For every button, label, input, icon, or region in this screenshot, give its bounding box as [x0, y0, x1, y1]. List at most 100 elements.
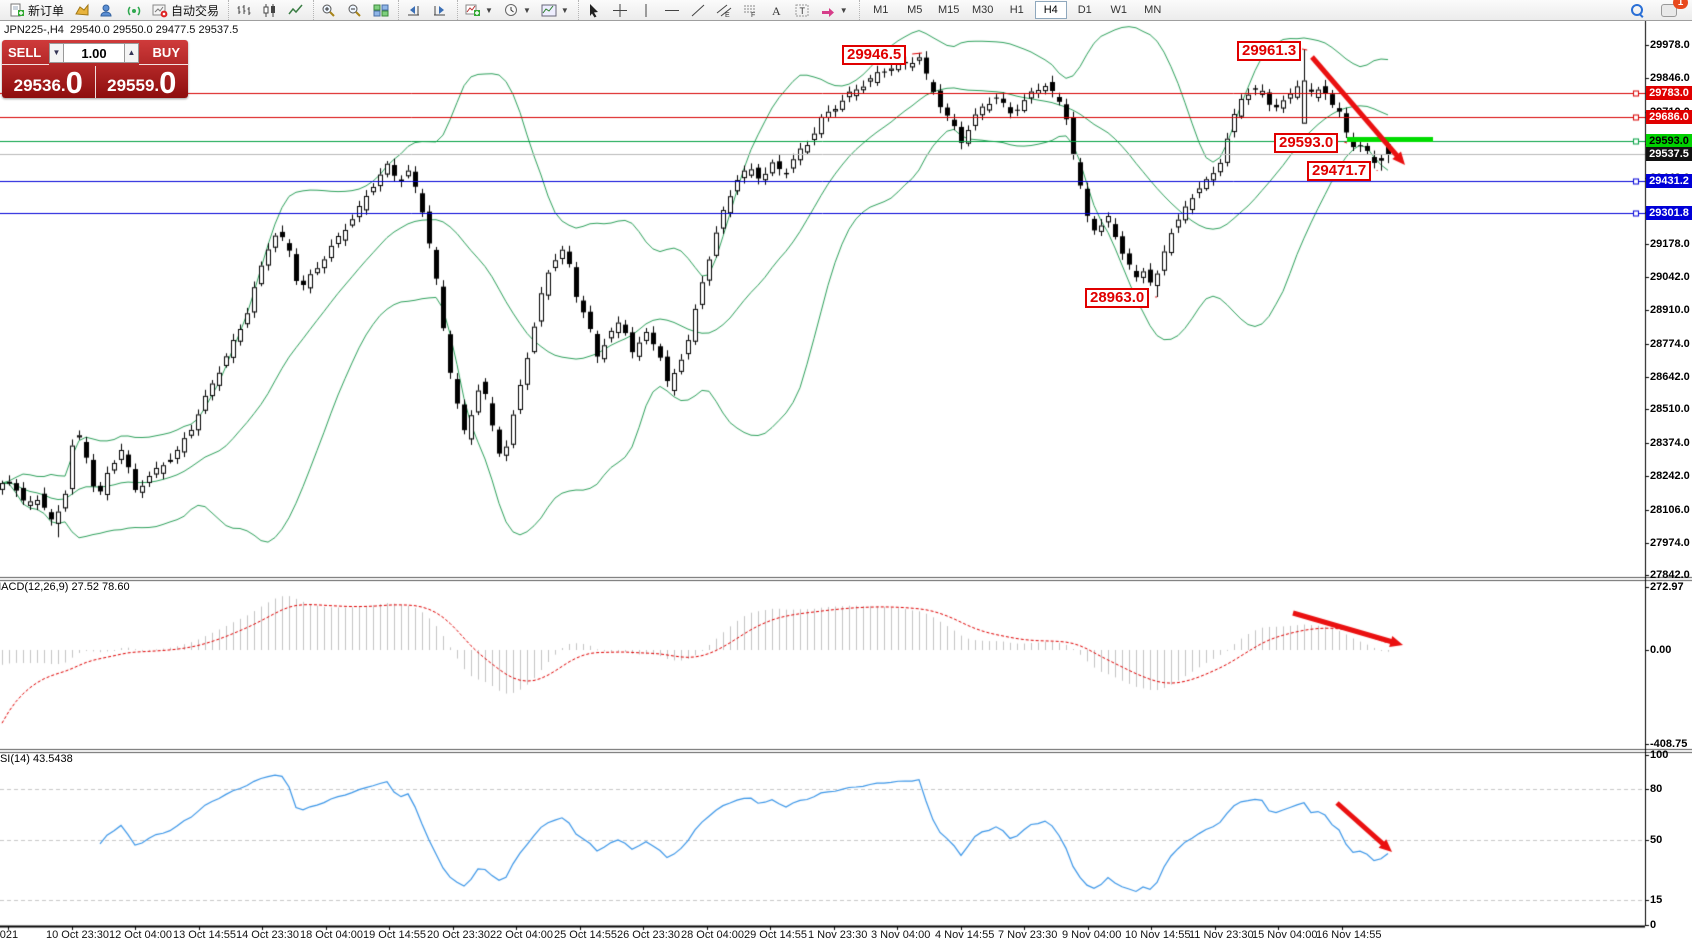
- cursor-icon: [586, 3, 602, 18]
- one-click-trading-widget: SELL ▼ ▲ BUY 29536.0 29559.0: [2, 40, 188, 98]
- chevron-down-icon: ▼: [839, 5, 848, 15]
- toolbar-group-2: [313, 0, 396, 20]
- timeframe-m30-button[interactable]: M30: [972, 4, 994, 16]
- bars-chart-button[interactable]: [231, 0, 257, 20]
- svg-text:A: A: [772, 4, 781, 18]
- periodicity-icon: [503, 3, 519, 18]
- periodicity-button[interactable]: ▼: [498, 0, 536, 20]
- trendline-icon: [690, 3, 706, 18]
- chat-bubble-icon: [1661, 3, 1677, 17]
- cursor-button[interactable]: [581, 0, 607, 20]
- new-order-icon: [9, 3, 25, 18]
- zoom-in-icon: [321, 3, 337, 18]
- notifications-button[interactable]: 1: [1656, 0, 1688, 20]
- text-button[interactable]: A: [763, 0, 789, 20]
- channel-button[interactable]: E: [711, 0, 737, 20]
- toolbar-group-5: E F A T ▼: [577, 0, 855, 20]
- candles-chart-button[interactable]: [257, 0, 283, 20]
- toolbar-group-0: 新订单 自动交易: [2, 0, 226, 20]
- search-icon: [1631, 4, 1643, 16]
- line-chart-icon: [288, 3, 304, 18]
- autotrading-icon: [152, 3, 168, 18]
- timeframe-buttons: M1 M5 M15 M30 H1 H4 D1 W1 MN: [858, 0, 1170, 20]
- candles-chart-icon: [262, 3, 278, 18]
- chart-shift-icon: [432, 3, 448, 18]
- svg-text:T: T: [799, 6, 805, 16]
- line-chart-button[interactable]: [283, 0, 309, 20]
- timeframe-m5-button[interactable]: M5: [907, 4, 923, 16]
- new-order-button[interactable]: 新订单: [4, 0, 69, 20]
- autoscroll-button[interactable]: [401, 0, 427, 20]
- toolbar-group-4: ▼ ▼ ▼: [457, 0, 576, 20]
- volume-decrease-button[interactable]: ▼: [49, 43, 64, 63]
- tile-windows-icon: [373, 3, 389, 18]
- chart-shift-button[interactable]: [427, 0, 453, 20]
- community-icon: [100, 3, 116, 18]
- buy-price[interactable]: 29559. 0: [107, 65, 177, 98]
- toolbar-button-label: 新订单: [28, 3, 65, 18]
- vline-button[interactable]: [633, 0, 659, 20]
- notification-badge: 1: [1673, 0, 1688, 9]
- timeframe-h4-button[interactable]: H4: [1034, 1, 1067, 19]
- volume-increase-button[interactable]: ▲: [124, 43, 139, 63]
- trade-widget-top: SELL ▼ ▲ BUY: [2, 40, 188, 66]
- crosshair-button[interactable]: [607, 0, 633, 20]
- hline-icon: [664, 3, 680, 18]
- trendline-button[interactable]: [685, 0, 711, 20]
- timeframe-h1-button[interactable]: H1: [1009, 4, 1024, 16]
- chevron-down-icon: ▼: [560, 5, 569, 15]
- buy-button[interactable]: BUY: [139, 41, 188, 65]
- crosshair-icon: [612, 3, 628, 18]
- toolbar-buttons: 新订单 自动交易 ▼ ▼ ▼ E F A T ▼: [0, 0, 855, 20]
- channel-icon: E: [716, 3, 732, 18]
- bars-chart-icon: [236, 3, 252, 18]
- search-button[interactable]: [1626, 0, 1648, 20]
- toolbar-button-label: 自动交易: [171, 3, 220, 18]
- community-button[interactable]: [95, 0, 121, 20]
- signal-button[interactable]: [121, 0, 147, 20]
- add-indicator-button[interactable]: ▼: [460, 0, 498, 20]
- toolbar: 新订单 自动交易 ▼ ▼ ▼ E F A T ▼ M1 M5 M15 M30 H1 H4 D1 W1 MN 1: [0, 0, 1692, 21]
- timeframe-m15-button[interactable]: M15: [938, 4, 960, 16]
- sell-button[interactable]: SELL: [2, 41, 49, 65]
- svg-text:F: F: [751, 12, 755, 18]
- add-indicator-icon: [465, 3, 481, 18]
- timeframe-mn-button[interactable]: MN: [1144, 4, 1162, 16]
- shapes-button[interactable]: ▼: [815, 0, 853, 20]
- label-button[interactable]: T: [789, 0, 815, 20]
- volume-input[interactable]: [64, 43, 124, 63]
- trade-widget-prices: 29536. 0 29559. 0: [2, 66, 188, 98]
- toolbar-group-3: [398, 0, 455, 20]
- fibonacci-icon: F: [742, 3, 758, 18]
- chevron-down-icon: ▼: [485, 5, 493, 15]
- autoscroll-icon: [406, 3, 422, 18]
- zoom-in-button[interactable]: [316, 0, 342, 20]
- template-button[interactable]: ▼: [536, 0, 574, 20]
- timeframe-d1-button[interactable]: D1: [1077, 4, 1092, 16]
- shapes-icon: [820, 3, 836, 18]
- toolbar-group-1: [228, 0, 311, 20]
- text-icon: A: [768, 3, 784, 18]
- timeframe-m1-button[interactable]: M1: [873, 4, 889, 16]
- tile-windows-button[interactable]: [368, 0, 394, 20]
- signal-icon: [126, 3, 142, 18]
- autotrading-button[interactable]: 自动交易: [147, 0, 224, 20]
- template-icon: [541, 3, 557, 18]
- zoom-out-button[interactable]: [342, 0, 368, 20]
- timeframe-w1-button[interactable]: W1: [1110, 4, 1127, 16]
- zoom-out-icon: [347, 3, 363, 18]
- fibonacci-button[interactable]: F: [737, 0, 763, 20]
- sell-price[interactable]: 29536. 0: [13, 65, 83, 98]
- volume-box: ▼ ▲: [49, 43, 139, 63]
- svg-text:E: E: [725, 12, 730, 18]
- label-icon: T: [794, 3, 810, 18]
- toolbar-right: 1: [1626, 0, 1692, 20]
- hline-button[interactable]: [659, 0, 685, 20]
- chart-gold-icon: [74, 3, 90, 18]
- symbol-info: JPN225-,H4 29540.0 29550.0 29477.5 29537…: [4, 24, 239, 36]
- price-divider: [94, 66, 96, 98]
- chart-gold-button[interactable]: [69, 0, 95, 20]
- chevron-down-icon: ▼: [522, 5, 531, 15]
